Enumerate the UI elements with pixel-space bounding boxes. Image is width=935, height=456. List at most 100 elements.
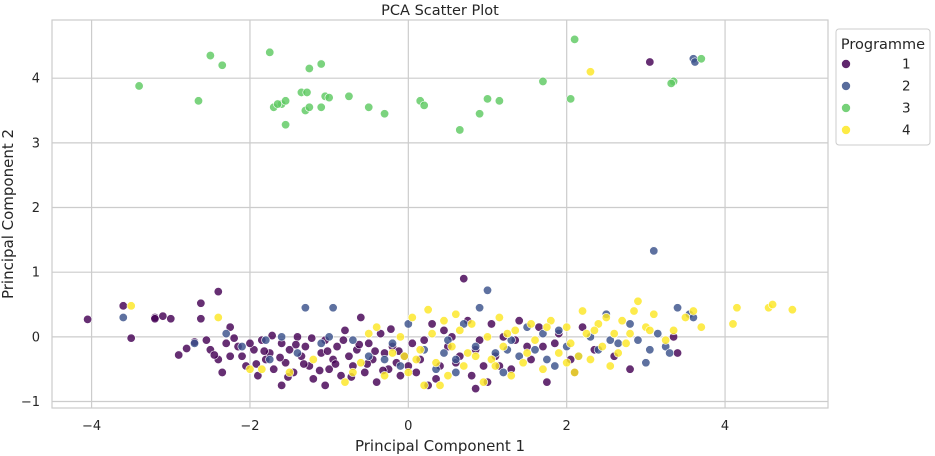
data-point-series-1: [386, 324, 396, 334]
data-point-series-4: [570, 367, 580, 377]
data-point-series-4: [546, 316, 556, 326]
data-point-series-4: [431, 358, 441, 368]
y-axis-label: Principal Component 2: [0, 129, 17, 299]
data-points: [83, 34, 797, 394]
data-point-series-1: [267, 331, 277, 341]
data-point-series-4: [479, 377, 489, 387]
data-point-series-2: [118, 312, 128, 322]
data-point-series-1: [259, 346, 269, 356]
y-tick-label: 4: [32, 72, 40, 87]
data-point-series-4: [447, 342, 457, 352]
data-point-series-1: [542, 377, 552, 387]
data-point-series-1: [225, 322, 235, 332]
data-point-series-1: [251, 359, 261, 369]
legend-box: [835, 28, 931, 146]
legend-label-2: 2: [902, 79, 911, 95]
data-point-series-4: [613, 348, 623, 358]
data-point-series-1: [209, 350, 219, 360]
x-tick-label: −4: [82, 419, 101, 434]
legend-marker-1: [841, 59, 851, 69]
data-point-series-1: [237, 351, 247, 361]
data-point-series-3: [304, 64, 314, 74]
data-point-series-1: [275, 353, 285, 363]
data-point-series-1: [213, 287, 223, 297]
data-point-series-2: [490, 348, 500, 358]
data-point-series-4: [621, 338, 631, 348]
data-point-series-1: [475, 335, 485, 345]
data-point-series-1: [673, 348, 683, 358]
data-point-series-1: [229, 333, 239, 343]
data-point-series-3: [273, 99, 283, 109]
data-point-series-3: [483, 94, 493, 104]
data-point-series-4: [554, 348, 564, 358]
data-point-series-1: [486, 319, 496, 329]
data-point-series-4: [387, 348, 397, 358]
data-point-series-4: [645, 325, 655, 335]
legend-label-1: 1: [902, 57, 911, 73]
data-point-series-1: [166, 314, 176, 324]
data-point-series-1: [514, 316, 524, 326]
data-point-series-1: [83, 314, 93, 324]
data-point-series-1: [277, 380, 287, 390]
data-point-series-3: [380, 109, 390, 119]
data-point-series-2: [554, 325, 564, 335]
data-point-series-2: [387, 338, 397, 348]
data-point-series-1: [354, 340, 364, 350]
data-point-series-1: [419, 335, 429, 345]
data-point-series-3: [344, 91, 354, 101]
data-point-series-2: [451, 367, 461, 377]
data-point-series-2: [605, 335, 615, 345]
data-point-series-4: [407, 312, 417, 322]
data-point-series-3: [324, 93, 334, 103]
data-point-series-3: [304, 102, 314, 112]
data-point-series-4: [372, 322, 382, 332]
data-point-series-1: [292, 332, 302, 342]
data-point-series-1: [459, 274, 469, 284]
data-point-series-1: [360, 367, 370, 377]
data-point-series-2: [550, 361, 560, 371]
y-tick-label: 3: [32, 136, 40, 151]
data-point-series-1: [376, 329, 386, 339]
data-point-series-3: [494, 96, 504, 106]
x-tick-label: 4: [721, 419, 729, 434]
data-point-series-4: [411, 354, 421, 364]
data-point-series-4: [380, 371, 390, 381]
data-point-series-3: [134, 81, 144, 91]
data-point-series-1: [324, 364, 334, 374]
data-point-series-3: [364, 102, 374, 112]
data-point-series-2: [538, 329, 548, 339]
data-point-series-4: [732, 303, 742, 313]
data-point-series-4: [787, 305, 797, 315]
data-point-series-3: [205, 51, 215, 61]
data-point-series-1: [221, 338, 231, 348]
data-point-series-1: [225, 351, 235, 361]
data-point-series-4: [502, 329, 512, 339]
data-point-series-1: [479, 361, 489, 371]
data-point-series-4: [597, 342, 607, 352]
data-point-series-2: [514, 351, 524, 361]
data-point-series-2: [292, 348, 302, 358]
data-point-series-2: [451, 354, 461, 364]
data-point-series-1: [431, 374, 441, 384]
data-point-series-1: [269, 364, 279, 374]
data-point-series-2: [316, 338, 326, 348]
data-point-series-4: [589, 325, 599, 335]
data-point-series-4: [601, 312, 611, 322]
data-point-series-1: [336, 371, 346, 381]
data-point-series-2: [665, 348, 675, 358]
data-point-series-1: [550, 338, 560, 348]
data-point-series-2: [443, 335, 453, 345]
data-point-series-3: [419, 100, 429, 110]
data-point-series-1: [281, 358, 291, 368]
data-point-series-3: [265, 47, 275, 57]
data-point-series-3: [455, 125, 465, 135]
data-point-series-4: [696, 322, 706, 332]
data-point-series-4: [459, 361, 469, 371]
data-point-series-3: [570, 34, 580, 44]
data-point-series-4: [423, 305, 433, 315]
data-point-series-1: [364, 338, 374, 348]
data-point-series-1: [338, 335, 348, 345]
data-point-series-1: [300, 342, 310, 352]
data-point-series-1: [407, 338, 417, 348]
data-point-series-3: [538, 76, 548, 86]
